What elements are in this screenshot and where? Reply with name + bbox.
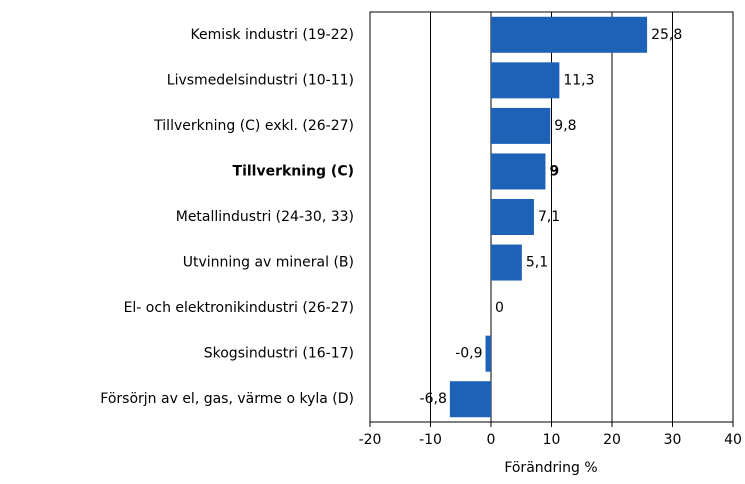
bar xyxy=(485,335,491,372)
y-tick-label: El- och elektronikindustri (26-27) xyxy=(124,300,354,316)
bar xyxy=(449,381,491,418)
x-axis-label: Förändring % xyxy=(504,460,597,476)
x-tick-label: 30 xyxy=(664,432,682,448)
x-tick-label: 20 xyxy=(603,432,621,448)
bar xyxy=(491,62,560,99)
y-tick-label: Försörjn av el, gas, värme o kyla (D) xyxy=(100,391,354,407)
x-tick-label: 10 xyxy=(543,432,561,448)
bar xyxy=(491,16,648,53)
value-label: -6,8 xyxy=(420,391,447,407)
y-tick-label: Tillverkning (C) xyxy=(233,163,354,179)
y-tick-label: Utvinning av mineral (B) xyxy=(183,255,354,271)
value-label: 11,3 xyxy=(563,72,594,88)
bar xyxy=(491,244,522,281)
x-tick-label: 40 xyxy=(724,432,742,448)
value-label: 5,1 xyxy=(526,255,548,271)
y-tick-label: Tillverkning (C) exkl. (26-27) xyxy=(153,118,354,134)
plot-frame xyxy=(369,11,734,423)
value-label: 7,1 xyxy=(538,209,560,225)
bar xyxy=(491,107,551,144)
value-label: 25,8 xyxy=(651,27,682,43)
x-tick-label: 0 xyxy=(487,432,496,448)
value-label: 9,8 xyxy=(554,118,576,134)
y-tick-label: Livsmedelsindustri (10-11) xyxy=(167,72,354,88)
x-tick-label: -20 xyxy=(359,432,382,448)
value-label: 0 xyxy=(495,300,504,316)
value-label: -0,9 xyxy=(455,346,482,362)
bar xyxy=(491,153,546,190)
y-tick-label: Metallindustri (24-30, 33) xyxy=(176,209,354,225)
y-tick-label: Skogsindustri (16-17) xyxy=(204,346,354,362)
x-tick-label: -10 xyxy=(419,432,442,448)
value-label: 9 xyxy=(549,163,559,179)
bar xyxy=(491,199,534,235)
y-tick-label: Kemisk industri (19-22) xyxy=(191,27,354,43)
